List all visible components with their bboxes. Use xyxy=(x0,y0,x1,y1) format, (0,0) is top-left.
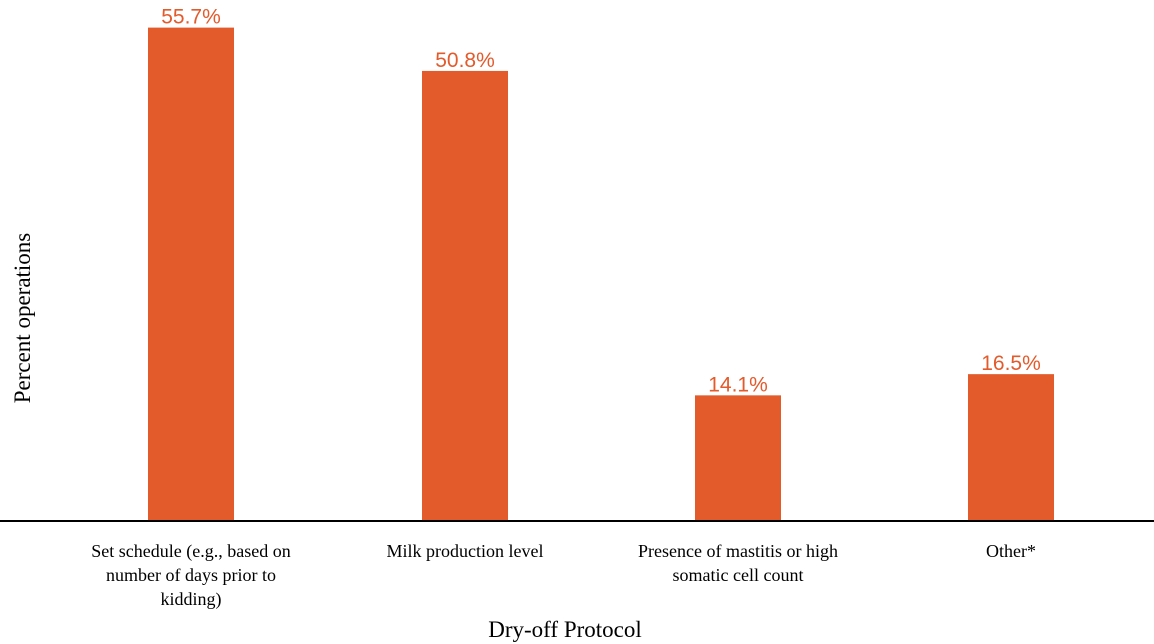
category-label-line: Milk production level xyxy=(387,541,544,561)
bar-2 xyxy=(695,395,781,520)
value-labels-group: 55.7% 50.8% 14.1% 16.5% xyxy=(161,6,1041,397)
category-label-0: Set schedule (e.g., based on number of da… xyxy=(91,541,290,610)
y-axis-title: Percent operations xyxy=(10,233,35,404)
bar-1 xyxy=(422,70,508,520)
value-label-1: 50.8% xyxy=(435,49,495,72)
category-label-1: Milk production level xyxy=(387,541,544,561)
category-label-line: kidding) xyxy=(161,589,222,610)
bars-group xyxy=(148,27,1054,520)
category-labels-group: Set schedule (e.g., based on number of da… xyxy=(91,541,1036,610)
bar-3 xyxy=(968,374,1054,520)
category-label-3: Other* xyxy=(986,541,1036,561)
bar-0 xyxy=(148,27,234,520)
category-label-line: Set schedule (e.g., based on xyxy=(91,541,290,562)
category-label-2: Presence of mastitis or high somatic cell… xyxy=(638,541,838,585)
category-label-line: Other* xyxy=(986,541,1036,561)
x-axis-title: Dry-off Protocol xyxy=(488,617,642,642)
value-label-2: 14.1% xyxy=(708,373,768,396)
category-label-line: Presence of mastitis or high xyxy=(638,541,838,561)
category-label-line: number of days prior to xyxy=(106,565,276,585)
value-label-0: 55.7% xyxy=(161,6,221,29)
value-label-3: 16.5% xyxy=(981,352,1041,375)
category-label-line: somatic cell count xyxy=(673,565,804,585)
